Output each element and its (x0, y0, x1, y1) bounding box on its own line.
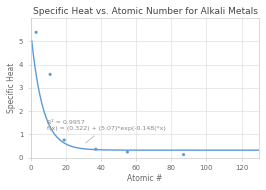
Point (94, 148, 98, 151)
Title: Specific Heat vs. Atomic Number for Alkali Metals: Specific Heat vs. Atomic Number for Alka… (32, 7, 257, 16)
Point (125, 150, 130, 154)
X-axis label: Atomic #: Atomic # (127, 174, 163, 183)
Point (34, 31, 38, 34)
Text: R² = 0.9957
f(x) = (0.322) + (5.07)*exp(-0.148(*x): R² = 0.9957 f(x) = (0.322) + (5.07)*exp(… (47, 120, 165, 143)
Point (48, 73, 52, 76)
Point (62, 139, 66, 142)
Point (181, 153, 186, 156)
Y-axis label: Specific Heat: Specific Heat (7, 63, 16, 113)
